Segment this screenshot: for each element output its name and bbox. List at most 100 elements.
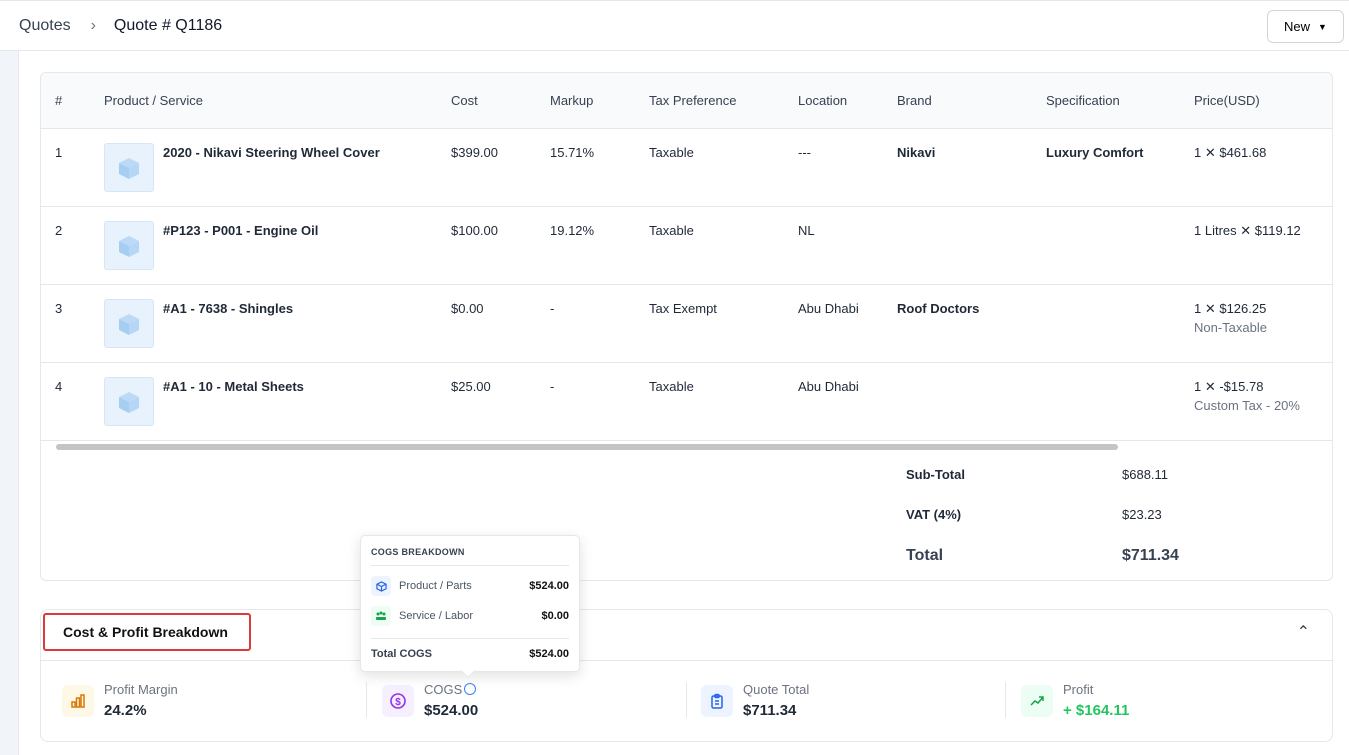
total-label: Total xyxy=(906,547,944,564)
cube-icon xyxy=(119,235,139,257)
cell-tax: Taxable xyxy=(649,145,694,160)
cell-brand: Roof Doctors xyxy=(897,301,980,316)
stat-label: Quote Total xyxy=(743,682,810,697)
price-note: Custom Tax - 20% xyxy=(1194,398,1300,413)
dollar-circle-icon: $ xyxy=(382,685,414,717)
stat-value: $524.00 xyxy=(424,702,479,719)
cell-location: Abu Dhabi xyxy=(798,301,859,316)
cell-location: Abu Dhabi xyxy=(798,379,859,394)
subtotal-value: $688.11 xyxy=(1122,467,1169,482)
people-icon xyxy=(371,606,391,626)
svg-text:$: $ xyxy=(395,697,401,708)
cell-cost: $0.00 xyxy=(451,301,484,316)
tooltip-total-label: Total COGS xyxy=(371,648,432,660)
table-row: 2 #P123 - P001 - Engine Oil $100.00 19.12% T… xyxy=(41,207,1332,285)
section-header[interactable]: Cost & Profit Breakdown ⌃ xyxy=(41,610,1332,661)
info-icon[interactable] xyxy=(464,683,476,695)
total-value: $711.34 xyxy=(1122,547,1179,564)
chevron-up-icon[interactable]: ⌃ xyxy=(1296,624,1310,641)
cell-price: 1 ✕ $126.25 xyxy=(1194,301,1267,316)
left-rail xyxy=(0,51,19,755)
stat-cogs: $ COGS $524.00 xyxy=(382,682,662,722)
subtotal-label: Sub-Total xyxy=(906,467,965,482)
col-location: Location xyxy=(798,93,848,108)
page-title: Quote # Q1186 xyxy=(113,16,223,34)
cell-tax: Taxable xyxy=(649,379,694,394)
cell-product: 2020 - Nikavi Steering Wheel Cover xyxy=(163,145,380,160)
horizontal-scrollbar[interactable] xyxy=(41,441,1332,454)
col-brand: Brand xyxy=(897,93,932,108)
cube-icon xyxy=(119,391,139,413)
cell-product: #A1 - 7638 - Shingles xyxy=(163,301,294,316)
cell-price: 1 ✕ $461.68 xyxy=(1194,145,1267,160)
table-row: 1 2020 - Nikavi Steering Wheel Cover $399.… xyxy=(41,129,1332,207)
cell-price: 1 ✕ -$15.78 xyxy=(1194,379,1264,394)
cell-tax: Tax Exempt xyxy=(649,301,717,316)
cube-icon xyxy=(119,313,139,335)
breadcrumb-quotes[interactable]: Quotes xyxy=(19,16,71,34)
stat-label: Profit Margin xyxy=(104,682,178,697)
table-row: 3 #A1 - 7638 - Shingles $0.00 - Tax Exempt Ab… xyxy=(41,285,1332,363)
table-header: # Product / Service Cost Markup Tax Pref… xyxy=(41,73,1332,129)
cogs-tooltip: COGS BREAKDOWN Product / Parts $524.00 S… xyxy=(360,535,580,672)
tooltip-product-label: Product / Parts xyxy=(399,580,472,592)
new-button-label: New xyxy=(1284,19,1311,34)
top-bar: Quotes › Quote # Q1186 New ▼ xyxy=(0,0,1349,51)
cost-profit-section: Cost & Profit Breakdown ⌃ xyxy=(40,609,1333,742)
cell-product: #A1 - 10 - Metal Sheets xyxy=(163,379,304,394)
product-thumbnail xyxy=(104,299,154,348)
cell-product: #P123 - P001 - Engine Oil xyxy=(163,223,319,238)
cell-location: NL xyxy=(798,223,815,238)
tooltip-service-label: Service / Labor xyxy=(399,610,473,622)
product-thumbnail xyxy=(104,143,154,192)
stat-value: + $164.11 xyxy=(1063,702,1130,719)
stat-label: Profit xyxy=(1063,682,1094,697)
col-cost: Cost xyxy=(451,93,478,108)
cell-price: 1 Litres ✕ $119.12 xyxy=(1194,223,1301,238)
section-title: Cost & Profit Breakdown xyxy=(43,613,251,651)
stat-profit: Profit + $164.11 xyxy=(1021,682,1301,722)
new-button[interactable]: New ▼ xyxy=(1267,10,1344,43)
chevron-right-icon: › xyxy=(90,16,96,34)
cell-markup: 15.71% xyxy=(550,145,595,160)
cell-spec: Luxury Comfort xyxy=(1046,145,1144,160)
tooltip-total-value: $524.00 xyxy=(529,648,569,660)
product-thumbnail xyxy=(104,377,154,426)
col-product: Product / Service xyxy=(104,93,203,108)
vat-value: $23.23 xyxy=(1122,507,1162,522)
stat-value: 24.2% xyxy=(104,702,147,719)
line-items-card: # Product / Service Cost Markup Tax Pref… xyxy=(40,72,1333,581)
price-note: Non-Taxable xyxy=(1194,320,1267,335)
scrollbar-thumb[interactable] xyxy=(56,444,1118,450)
cell-num: 2 xyxy=(55,223,63,238)
cell-markup: 19.12% xyxy=(550,223,595,238)
cell-tax: Taxable xyxy=(649,223,694,238)
stat-value: $711.34 xyxy=(743,702,797,719)
trending-up-icon xyxy=(1021,685,1053,717)
chevron-down-icon: ▼ xyxy=(1318,21,1327,32)
col-spec: Specification xyxy=(1046,93,1120,108)
stat-profit-margin: Profit Margin 24.2% xyxy=(62,682,342,722)
cell-cost: $25.00 xyxy=(451,379,491,394)
cube-icon xyxy=(119,157,139,179)
vat-label: VAT (4%) xyxy=(906,507,962,522)
cell-num: 3 xyxy=(55,301,63,316)
cell-brand: Nikavi xyxy=(897,145,936,160)
product-thumbnail xyxy=(104,221,154,270)
col-num: # xyxy=(55,93,63,108)
tooltip-service-value: $0.00 xyxy=(541,610,569,622)
col-markup: Markup xyxy=(550,93,594,108)
table-row: 4 #A1 - 10 - Metal Sheets $25.00 - Taxable Ab… xyxy=(41,363,1332,441)
col-price: Price(USD) xyxy=(1194,93,1260,108)
cell-markup: - xyxy=(550,379,555,394)
bar-chart-icon xyxy=(62,685,94,717)
cube-icon xyxy=(371,576,391,596)
tooltip-title: COGS BREAKDOWN xyxy=(371,547,465,557)
cell-markup: - xyxy=(550,301,555,316)
cell-cost: $399.00 xyxy=(451,145,498,160)
stat-label: COGS xyxy=(424,682,463,697)
cell-num: 1 xyxy=(55,145,63,160)
tooltip-product-value: $524.00 xyxy=(529,580,569,592)
cell-cost: $100.00 xyxy=(451,223,498,238)
col-tax: Tax Preference xyxy=(649,93,737,108)
